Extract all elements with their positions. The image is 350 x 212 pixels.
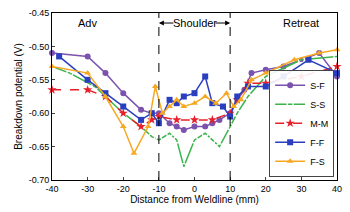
svg-text:-0.60: -0.60 bbox=[29, 108, 50, 118]
svg-text:-40: -40 bbox=[45, 184, 58, 194]
svg-text:-0.65: -0.65 bbox=[29, 142, 50, 152]
svg-text:M-M: M-M bbox=[310, 119, 328, 129]
svg-text:Distance from Weldline (mm): Distance from Weldline (mm) bbox=[130, 194, 259, 205]
svg-text:0: 0 bbox=[192, 184, 197, 194]
svg-text:F-F: F-F bbox=[310, 138, 324, 148]
svg-text:Retreat: Retreat bbox=[283, 17, 319, 29]
svg-text:40: 40 bbox=[332, 184, 342, 194]
svg-text:-0.50: -0.50 bbox=[29, 42, 50, 52]
svg-text:-10: -10 bbox=[152, 184, 165, 194]
svg-text:-20: -20 bbox=[117, 184, 130, 194]
svg-text:-0.70: -0.70 bbox=[29, 175, 50, 185]
svg-text:F-S: F-S bbox=[310, 157, 325, 167]
svg-text:20: 20 bbox=[261, 184, 271, 194]
svg-text:-0.55: -0.55 bbox=[29, 75, 50, 85]
svg-text:-30: -30 bbox=[81, 184, 94, 194]
svg-text:Shoulder: Shoulder bbox=[173, 17, 217, 29]
svg-text:S-F: S-F bbox=[310, 81, 325, 91]
svg-text:S-S: S-S bbox=[310, 100, 325, 110]
svg-text:Breakdown potential (V): Breakdown potential (V) bbox=[13, 43, 24, 150]
svg-text:30: 30 bbox=[296, 184, 306, 194]
svg-text:Adv: Adv bbox=[78, 17, 97, 29]
svg-text:-0.45: -0.45 bbox=[29, 8, 50, 18]
svg-text:10: 10 bbox=[225, 184, 235, 194]
